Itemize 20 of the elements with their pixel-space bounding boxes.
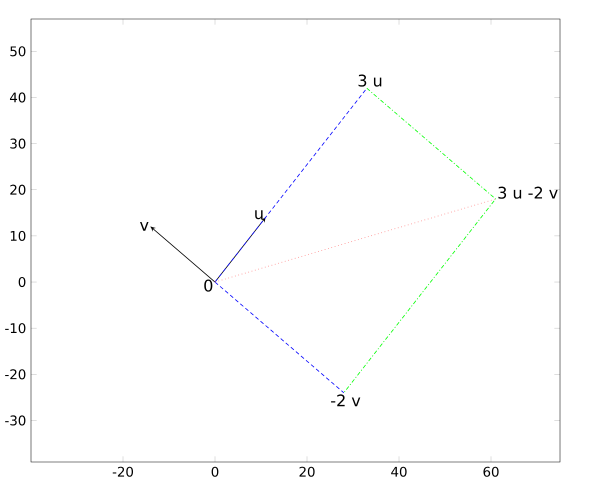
annotation: -2 v xyxy=(331,394,360,406)
y-tick-label: 10 xyxy=(10,230,26,241)
annotation: 3 u -2 v xyxy=(498,186,558,199)
y-tick-label: 30 xyxy=(10,138,26,149)
x-tick-label: 20 xyxy=(300,466,315,477)
x-tick-label: 0 xyxy=(212,466,218,477)
y-tick-label: -30 xyxy=(5,415,26,426)
x-tick-label: 40 xyxy=(391,466,407,477)
annotation: u xyxy=(255,210,263,220)
annotation: v xyxy=(140,222,149,231)
annotation: 0 xyxy=(204,280,212,292)
annotation: 3 u xyxy=(358,74,382,87)
y-tick-label: 50 xyxy=(10,46,26,56)
x-tick-label: 60 xyxy=(483,466,499,477)
y-tick-label: -20 xyxy=(5,369,26,380)
y-tick-label: 40 xyxy=(10,92,26,102)
y-tick-label: -10 xyxy=(5,323,26,334)
y-tick-label: 0 xyxy=(18,276,26,288)
y-tick-label: 20 xyxy=(10,184,26,195)
x-tick-label: -20 xyxy=(112,466,134,477)
